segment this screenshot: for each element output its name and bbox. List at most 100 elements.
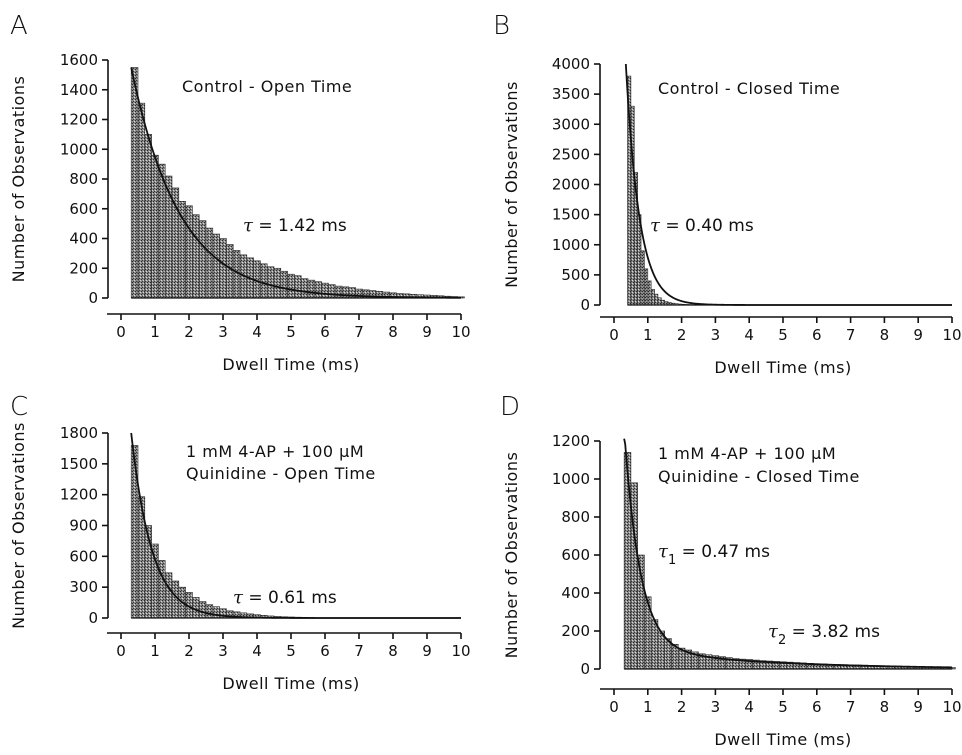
x-tick-label: 8: [880, 326, 890, 344]
x-tick-label: 4: [252, 323, 262, 341]
y-tick-label: 600: [69, 547, 98, 565]
histogram-bar: [651, 620, 658, 669]
panel-annotation: Control - Open Time: [182, 77, 352, 96]
x-tick-label: 0: [116, 642, 126, 660]
y-tick-label: 1800: [60, 424, 98, 442]
panel-a: A 0 200 400 600 800 1000 1200 1400 1600 0 1 2 3 4 5 6 7 8 9…: [9, 11, 471, 374]
x-tick-label: 10: [451, 323, 470, 341]
x-axis-label: Dwell Time (ms): [222, 674, 359, 693]
panel-b: B 0 500 1000 1500 2000 2500 3000 3500 4000 0 1 2 3 4 5 6…: [493, 11, 962, 377]
x-tick-label: 1: [150, 323, 160, 341]
histogram-bars: [131, 67, 464, 298]
tau-label: τ = 1.42 ms: [243, 215, 347, 236]
histogram-bar: [158, 164, 165, 298]
x-tick-label: 6: [320, 323, 330, 341]
y-axis-label: Number of Observations: [502, 452, 521, 659]
x-axis-label: Dwell Time (ms): [714, 730, 851, 749]
histogram-bar: [186, 206, 193, 298]
histogram-bar: [281, 271, 288, 298]
y-tick-label: 1000: [552, 236, 590, 254]
histogram-bar: [138, 103, 145, 298]
histogram-bar: [648, 281, 651, 305]
histogram-bar: [328, 285, 335, 298]
y-tick-label: 1200: [60, 486, 98, 504]
panel-letter: A: [10, 11, 28, 41]
y-axis-label: Number of Observations: [502, 81, 521, 288]
y-tick-label: 900: [69, 517, 98, 535]
y-axis-label: Number of Observations: [9, 76, 28, 283]
x-tick-label: 9: [422, 323, 432, 341]
x-tick-label: 4: [252, 642, 262, 660]
x-tick-label: 7: [846, 698, 856, 716]
x-tick-label: 5: [286, 323, 296, 341]
x-tick-label: 6: [812, 698, 822, 716]
panel-letter: C: [10, 392, 28, 422]
x-tick-label: 6: [320, 642, 330, 660]
x-tick-label: 3: [218, 323, 228, 341]
x-tick-label: 2: [677, 698, 687, 716]
histogram-bar: [220, 239, 227, 299]
histogram-bar: [274, 268, 281, 298]
histogram-bar: [165, 573, 172, 618]
y-tick-label: 3500: [552, 85, 590, 103]
x-tick-label: 10: [942, 326, 961, 344]
x-tick-label: 1: [643, 698, 653, 716]
histogram-bar: [322, 283, 329, 298]
x-axis-label: Dwell Time (ms): [714, 358, 851, 377]
histogram-bar: [131, 445, 138, 618]
histogram-bars: [628, 76, 696, 305]
y-tick-label: 200: [69, 259, 98, 277]
x-tick-label: 3: [711, 326, 721, 344]
panel-annotation: Control - Closed Time: [658, 79, 840, 98]
histogram-bar: [206, 605, 213, 618]
y-tick-label: 800: [561, 508, 590, 526]
histogram-bar: [131, 67, 138, 298]
y-tick-label: 1500: [552, 206, 590, 224]
panel-annotation: Quinidine - Closed Time: [658, 467, 860, 486]
histogram-bar: [226, 244, 233, 298]
tau-label: τ = 0.40 ms: [650, 215, 754, 236]
histogram-bar: [644, 269, 647, 305]
y-tick-label: 1200: [552, 432, 590, 450]
histogram-bar: [651, 289, 654, 305]
tau-label: τ = 0.61 ms: [233, 587, 337, 608]
x-tick-label: 5: [778, 698, 788, 716]
x-tick-label: 10: [942, 698, 961, 716]
histogram-bar: [301, 279, 308, 298]
x-tick-label: 7: [846, 326, 856, 344]
y-tick-label: 1000: [552, 470, 590, 488]
panel-d: D 0 200 400 600 800 1000 1200 0 1 2 3 4 5 6 7 8 9 10 Dwell …: [500, 392, 962, 749]
x-axis-label: Dwell Time (ms): [222, 355, 359, 374]
x-tick-label: 0: [609, 326, 619, 344]
y-tick-label: 3000: [552, 115, 590, 133]
x-tick-label: 4: [744, 326, 754, 344]
x-tick-label: 9: [913, 698, 923, 716]
histogram-bar: [288, 274, 295, 298]
histogram-bar: [260, 264, 267, 298]
x-tick-label: 0: [609, 698, 619, 716]
histogram-bar: [152, 155, 159, 298]
histogram-bar: [192, 597, 199, 618]
x-tick-label: 8: [388, 642, 398, 660]
panel-annotation: Quinidine - Open Time: [186, 464, 376, 483]
histogram-bar: [145, 134, 152, 298]
y-tick-label: 1600: [60, 51, 98, 69]
x-tick-label: 0: [116, 323, 126, 341]
x-tick-label: 7: [354, 323, 364, 341]
y-tick-label: 0: [88, 289, 98, 307]
x-tick-label: 4: [744, 698, 754, 716]
histogram-bar: [213, 234, 220, 298]
histogram-bar: [165, 176, 172, 298]
histogram-bar: [199, 602, 206, 618]
histogram-bar: [267, 267, 274, 298]
histogram-bar: [308, 280, 315, 298]
x-tick-label: 9: [422, 642, 432, 660]
x-tick-label: 3: [711, 698, 721, 716]
x-tick-label: 2: [184, 323, 194, 341]
y-tick-label: 400: [561, 584, 590, 602]
y-tick-label: 4000: [552, 55, 590, 73]
y-tick-label: 1400: [60, 81, 98, 99]
y-tick-label: 1500: [60, 455, 98, 473]
histogram-bar: [213, 607, 220, 618]
